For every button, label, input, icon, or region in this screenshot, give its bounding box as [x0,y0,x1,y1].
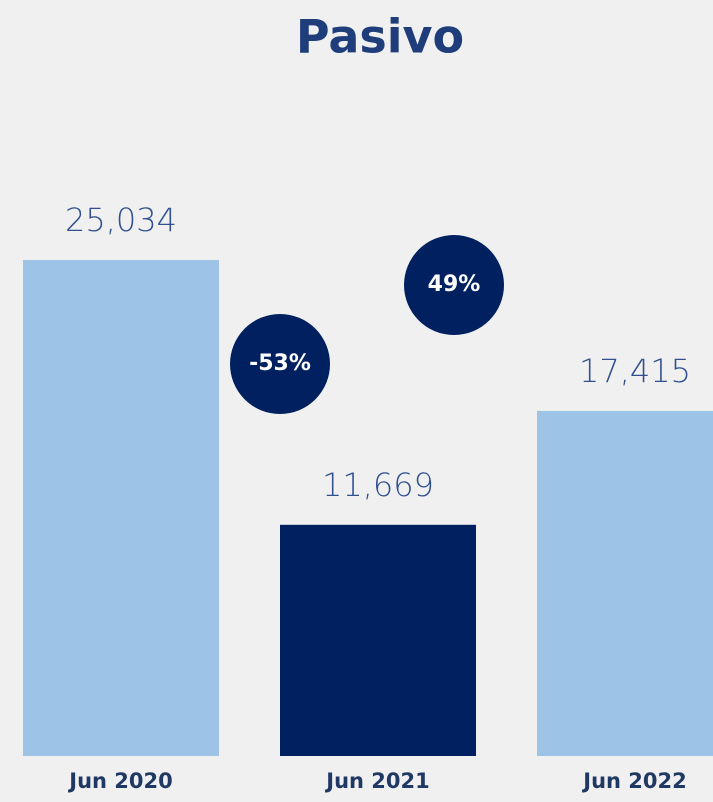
change-badge [230,314,330,414]
change-badge [404,235,504,335]
bar [23,260,219,756]
x-tick-label: Jun 2020 [67,769,172,793]
value-label: 25,034 [65,201,177,239]
x-tick-label: Jun 2021 [324,769,429,793]
value-label: 11,669 [322,466,434,504]
value-label: 17,415 [579,352,691,390]
chart-title: Pasivo [296,10,464,64]
x-tick-label: Jun 2022 [581,769,686,793]
change-label: -53% [249,351,311,376]
change-label: 49% [428,272,481,297]
bar [537,410,713,756]
bar [280,524,476,756]
